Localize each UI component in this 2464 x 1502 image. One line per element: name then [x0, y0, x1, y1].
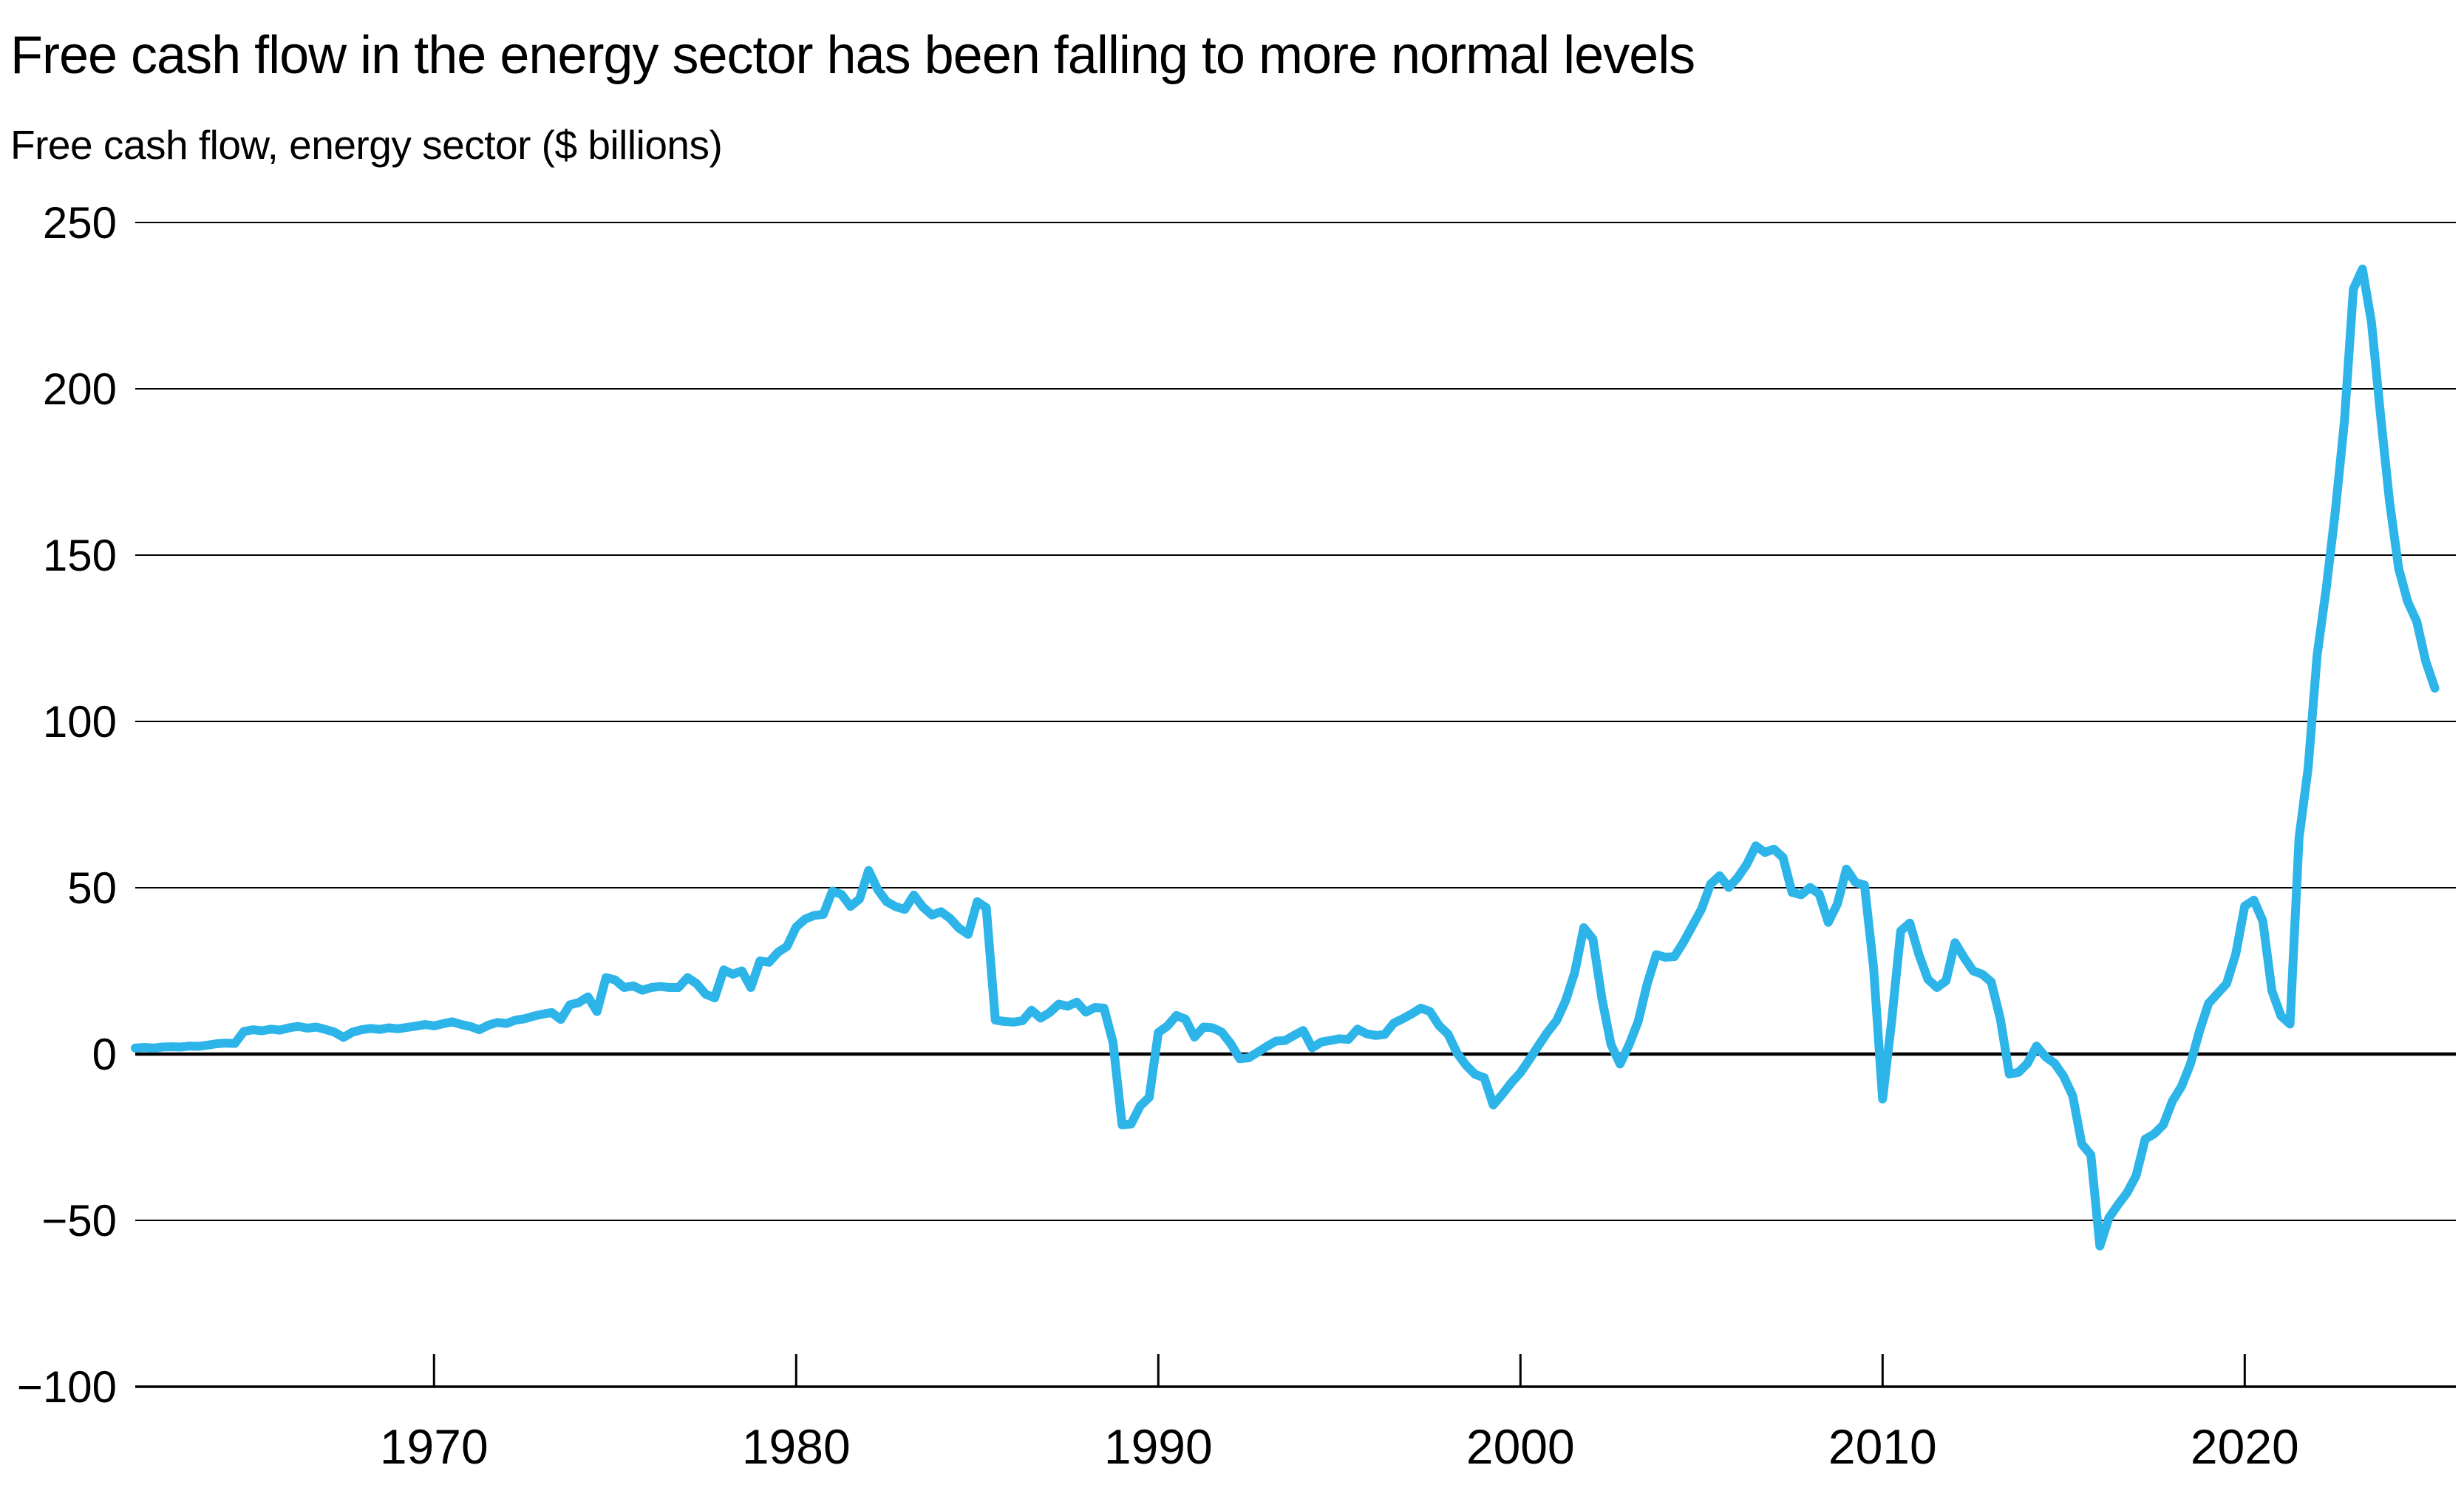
x-tick-label: 2000	[1466, 1419, 1575, 1474]
y-tick-labels: 250 200 150 100 50 0 −50 −100	[17, 198, 117, 1412]
y-gridlines	[135, 222, 2456, 1221]
y-tick-label: 100	[43, 697, 117, 747]
y-tick-label: 200	[43, 364, 117, 414]
y-tick-label: 0	[92, 1030, 117, 1079]
x-tick-label: 1980	[742, 1419, 851, 1474]
x-tick-label: 1970	[380, 1419, 489, 1474]
y-tick-label: 250	[43, 198, 117, 248]
fcf-line-series	[131, 265, 2440, 1251]
x-tick-label: 1990	[1104, 1419, 1213, 1474]
y-tick-label: −50	[41, 1196, 117, 1246]
y-tick-label: 50	[67, 863, 117, 913]
x-tick-marks	[432, 1354, 2246, 1387]
y-tick-label: 150	[43, 531, 117, 580]
x-tick-labels: 1970 1980 1990 2000 2010 2020	[380, 1419, 2299, 1474]
chart-title: Free cash flow in the energy sector has …	[10, 26, 1695, 85]
chart-subtitle: Free cash flow, energy sector ($ billion…	[10, 122, 723, 168]
x-tick-label: 2020	[2191, 1419, 2299, 1474]
y-tick-label: −100	[17, 1362, 117, 1412]
x-tick-label: 2010	[1828, 1419, 1937, 1474]
